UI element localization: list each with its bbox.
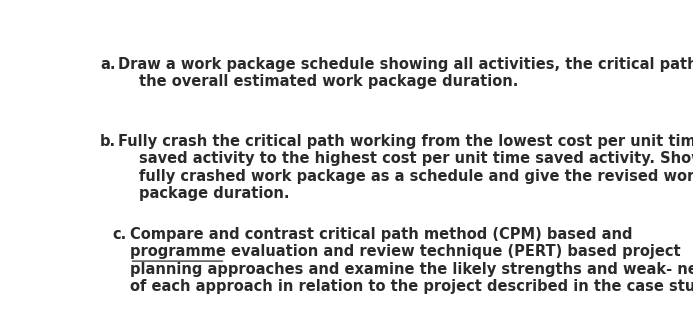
Text: Fully crash the critical path working from the lowest cost per unit time: Fully crash the critical path working fr… bbox=[118, 134, 693, 149]
Text: c.: c. bbox=[112, 226, 127, 241]
Text: programme: programme bbox=[130, 244, 225, 259]
Text: the overall estimated work package duration.: the overall estimated work package durat… bbox=[139, 74, 518, 89]
Text: programme evaluation and review technique (PERT) based project: programme evaluation and review techniqu… bbox=[130, 244, 681, 259]
Text: Draw a work package schedule showing all activities, the critical path and: Draw a work package schedule showing all… bbox=[118, 57, 693, 72]
Text: Compare and contrast critical path method (CPM) based and: Compare and contrast critical path metho… bbox=[130, 226, 632, 241]
Text: package duration.: package duration. bbox=[139, 186, 290, 201]
Text: saved activity to the highest cost per unit time saved activity. Show the: saved activity to the highest cost per u… bbox=[139, 151, 693, 166]
Text: a.: a. bbox=[100, 57, 116, 72]
Text: b.: b. bbox=[100, 134, 116, 149]
Text: of each approach in relation to the project described in the case study: of each approach in relation to the proj… bbox=[130, 279, 693, 294]
Text: planning approaches and examine the likely strengths and weak- nesses: planning approaches and examine the like… bbox=[130, 262, 693, 277]
Text: fully crashed work package as a schedule and give the revised work: fully crashed work package as a schedule… bbox=[139, 169, 693, 184]
